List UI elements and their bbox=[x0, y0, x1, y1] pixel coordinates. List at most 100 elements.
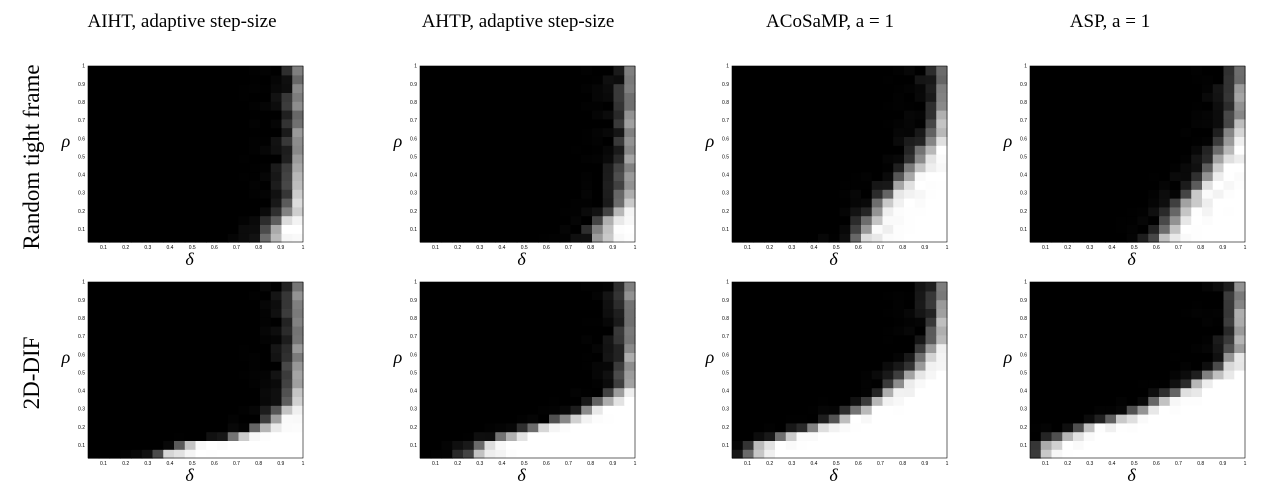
heatmap-cell bbox=[1062, 422, 1074, 433]
heatmap-cell bbox=[495, 224, 507, 234]
heatmap-cell bbox=[463, 343, 475, 353]
heatmap-cell bbox=[1040, 414, 1053, 424]
x-tick-label: 0.7 bbox=[233, 461, 240, 467]
heatmap-cell bbox=[549, 101, 561, 111]
heatmap-cell bbox=[430, 343, 443, 353]
heatmap-cell bbox=[88, 224, 100, 234]
heatmap-cell bbox=[624, 224, 636, 234]
heatmap-cell bbox=[217, 308, 229, 318]
heatmap-cell bbox=[1169, 378, 1182, 389]
heatmap-cell bbox=[484, 233, 496, 243]
heatmap-cell bbox=[131, 352, 143, 362]
heatmap-cell bbox=[441, 233, 453, 243]
heatmap-cell bbox=[452, 299, 464, 309]
heatmap-cell bbox=[753, 162, 765, 173]
heatmap-cell bbox=[1137, 282, 1149, 292]
heatmap-cell bbox=[249, 431, 261, 441]
heatmap-cell bbox=[227, 414, 240, 424]
heatmap-cell bbox=[1148, 189, 1160, 199]
heatmap-cell bbox=[828, 282, 841, 292]
heatmap-cell bbox=[785, 290, 798, 301]
heatmap-cell bbox=[732, 101, 744, 111]
heatmap-cell bbox=[861, 110, 873, 120]
heatmap-cell bbox=[131, 422, 143, 433]
heatmap-cell bbox=[195, 352, 207, 362]
heatmap-cell bbox=[516, 352, 529, 362]
heatmap-cell bbox=[260, 74, 272, 85]
heatmap-cell bbox=[452, 378, 464, 389]
heatmap-cell bbox=[473, 299, 486, 309]
heatmap-cell bbox=[1191, 290, 1203, 301]
heatmap-cell bbox=[217, 326, 229, 336]
heatmap-cell bbox=[796, 334, 808, 345]
heatmap-cell bbox=[1223, 83, 1235, 93]
x-tick-label: 0.2 bbox=[122, 245, 129, 251]
heatmap-cell bbox=[292, 127, 304, 137]
y-tick-label: 0.7 bbox=[1020, 118, 1027, 124]
heatmap-cell bbox=[549, 206, 561, 217]
heatmap-cell bbox=[936, 431, 948, 441]
heatmap-cell bbox=[581, 431, 593, 441]
heatmap-cell bbox=[828, 440, 841, 450]
heatmap-cell bbox=[152, 66, 164, 76]
heatmap-cell bbox=[292, 101, 304, 111]
heatmap-cell bbox=[1234, 233, 1246, 243]
heatmap-cell bbox=[861, 290, 873, 301]
heatmap-cell bbox=[527, 127, 539, 137]
heatmap-cell bbox=[88, 118, 100, 129]
heatmap-cell bbox=[217, 92, 229, 102]
x-tick-label: 0.9 bbox=[277, 245, 284, 251]
heatmap-cell bbox=[936, 154, 948, 164]
heatmap-cell bbox=[174, 378, 186, 389]
heatmap-cell bbox=[217, 440, 229, 450]
heatmap-cell bbox=[732, 118, 744, 129]
heatmap-cell bbox=[914, 343, 927, 353]
heatmap-cell bbox=[753, 127, 765, 137]
y-tick-label: 0.2 bbox=[78, 425, 85, 431]
heatmap-cell bbox=[1030, 396, 1042, 406]
heatmap-cell bbox=[1223, 110, 1235, 120]
heatmap-cell bbox=[581, 334, 593, 345]
heatmap-cell bbox=[882, 118, 894, 129]
heatmap-cell bbox=[1083, 171, 1096, 181]
heatmap-cell bbox=[775, 378, 787, 389]
heatmap-cell bbox=[602, 440, 615, 450]
heatmap-cell bbox=[850, 405, 862, 415]
heatmap-cell bbox=[839, 233, 851, 243]
heatmap-cell bbox=[463, 405, 475, 415]
heatmap-cell bbox=[1094, 378, 1106, 389]
heatmap-cell bbox=[914, 145, 927, 155]
heatmap-cell bbox=[281, 206, 293, 217]
heatmap-cell bbox=[850, 83, 862, 93]
heatmap-cell bbox=[1159, 162, 1171, 173]
heatmap-cell bbox=[1105, 162, 1117, 173]
heatmap-cell bbox=[785, 92, 798, 102]
heatmap-cell bbox=[1083, 317, 1096, 327]
heatmap-cell bbox=[742, 422, 755, 433]
heatmap-cell bbox=[495, 431, 507, 441]
heatmap-cell bbox=[850, 299, 862, 309]
y-tick-label: 0.9 bbox=[722, 298, 729, 304]
heatmap-cell bbox=[1073, 299, 1085, 309]
heatmap-cell bbox=[828, 136, 841, 146]
heatmap-cell bbox=[141, 414, 154, 424]
heatmap-cell bbox=[592, 334, 604, 345]
heatmap-cell bbox=[217, 198, 229, 208]
heatmap-cell bbox=[1180, 378, 1192, 389]
heatmap-cell bbox=[141, 378, 154, 389]
heatmap-cell bbox=[828, 414, 841, 424]
heatmap-cell bbox=[850, 66, 862, 76]
heatmap-cell bbox=[570, 396, 582, 406]
heatmap-cell bbox=[538, 334, 550, 345]
heatmap-cell bbox=[1137, 101, 1149, 111]
heatmap-cell bbox=[1234, 396, 1246, 406]
heatmap-cell bbox=[527, 343, 539, 353]
heatmap-cell bbox=[785, 449, 798, 459]
heatmap-cell bbox=[506, 154, 518, 164]
heatmap-cell bbox=[796, 171, 808, 181]
heatmap-cell bbox=[1126, 352, 1139, 362]
heatmap-cell bbox=[613, 198, 625, 208]
heatmap-cell bbox=[613, 224, 625, 234]
heatmap-cell bbox=[753, 370, 765, 380]
heatmap-cell bbox=[785, 440, 798, 450]
